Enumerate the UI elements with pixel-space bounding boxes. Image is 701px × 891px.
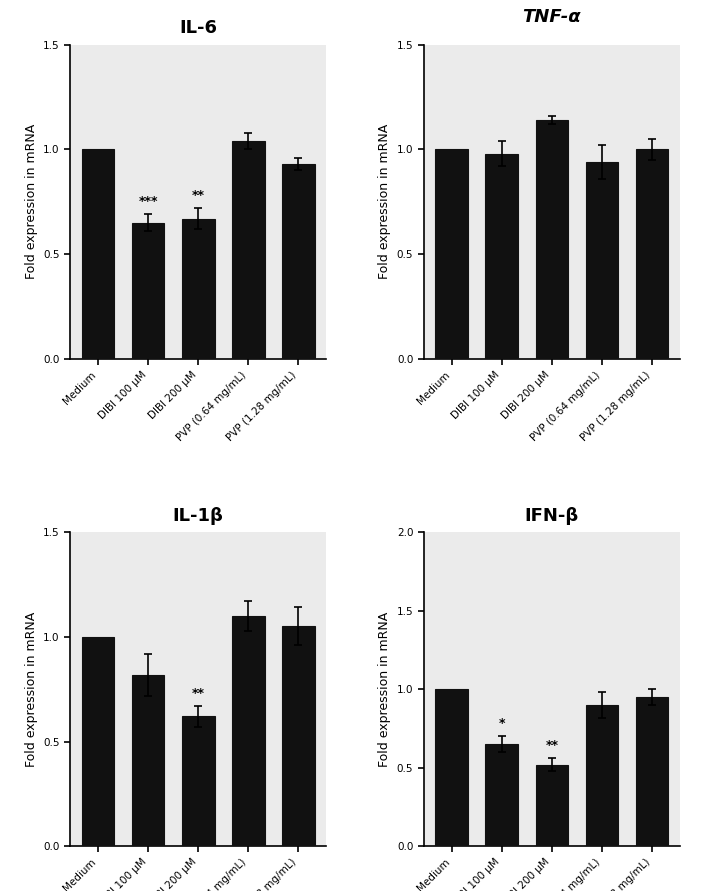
Text: LPS 100 ng/mL: LPS 100 ng/mL — [500, 560, 604, 573]
Bar — [182, 218, 215, 359]
Bar — [132, 223, 165, 359]
Text: **: ** — [192, 687, 205, 699]
Bar — [232, 141, 264, 359]
Text: LPS 100 ng/mL: LPS 100 ng/mL — [146, 560, 250, 573]
Bar — [282, 626, 315, 846]
Title: IL-1β: IL-1β — [172, 507, 224, 525]
Bar — [435, 150, 468, 359]
Text: ***: *** — [138, 195, 158, 208]
Bar — [636, 697, 668, 846]
Bar — [585, 705, 618, 846]
Text: **: ** — [192, 189, 205, 201]
Bar — [232, 616, 264, 846]
Y-axis label: Fold expression in mRNA: Fold expression in mRNA — [378, 124, 391, 280]
Y-axis label: Fold expression in mRNA: Fold expression in mRNA — [378, 611, 391, 767]
Text: TNF-α: TNF-α — [522, 8, 581, 26]
Bar — [536, 764, 568, 846]
Bar — [486, 153, 518, 359]
Y-axis label: Fold expression in mRNA: Fold expression in mRNA — [25, 124, 37, 280]
Bar — [132, 674, 165, 846]
Text: **: ** — [545, 740, 558, 752]
Bar — [82, 637, 114, 846]
Bar — [486, 744, 518, 846]
Y-axis label: Fold expression in mRNA: Fold expression in mRNA — [25, 611, 37, 767]
Bar — [636, 150, 668, 359]
Bar — [182, 716, 215, 846]
Bar — [282, 164, 315, 359]
Bar — [435, 690, 468, 846]
Bar — [536, 120, 568, 359]
Title: IFN-β: IFN-β — [525, 507, 579, 525]
Text: *: * — [498, 717, 505, 730]
Title: IL-6: IL-6 — [179, 20, 217, 37]
Bar — [82, 150, 114, 359]
Bar — [585, 162, 618, 359]
